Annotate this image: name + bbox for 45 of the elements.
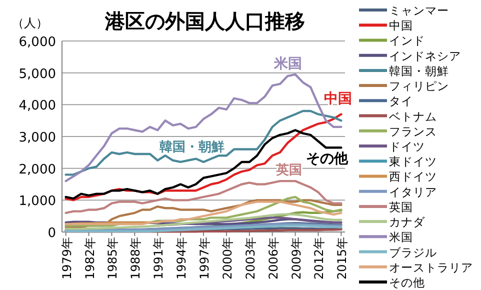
legend-label: その他 [389,276,425,290]
legend-label: オーストラリア [389,260,473,274]
annotation: その他 [306,151,349,167]
x-tick-label: 1979年 [60,237,74,280]
x-tick-label: 1991年 [152,237,166,280]
legend-label: イタリア [389,184,437,199]
x-tick-label: 1982年 [82,237,97,280]
x-tick-label: 2012年 [312,237,326,280]
legend-label: フランス [389,124,437,138]
x-tick-label: 2009年 [289,237,304,280]
legend-label: ドイツ [389,140,425,154]
y-tick-label: 4,000 [18,98,56,114]
x-tick-label: 2003年 [243,237,258,280]
x-tick-label: 1997年 [198,237,212,280]
y-tick-label: 6,000 [18,35,56,50]
legend-label: 英国 [389,200,413,214]
y-tick-label: 2,000 [18,162,56,178]
legend-label: 東ドイツ [389,154,437,169]
y-tick-label: 1,000 [18,194,56,210]
y-tick-label: 5,000 [18,66,56,82]
x-tick-label: 2006年 [266,237,280,280]
legend-label: インド [389,34,425,48]
annotation: 中国 [324,91,352,107]
legend-label: カナダ [389,215,426,230]
legend-label: ベトナム [389,109,437,124]
y-axis-title: （人） [12,16,48,30]
legend-label: タイ [389,94,413,108]
legend-label: 米国 [389,230,413,244]
annotation: 米国 [273,56,302,72]
x-tick-label: 1985年 [106,237,120,280]
legend-label: フィリピン [389,79,449,94]
legend-label: 中国 [389,18,413,33]
legend-label: ミャンマー [389,4,449,18]
y-tick-label: 0 [48,226,56,241]
x-tick-label: 1994年 [174,237,189,280]
legend-label: 韓国・朝鮮 [389,64,449,78]
legend-label: 西ドイツ [389,170,437,184]
annotation: 韓国・朝鮮 [160,140,224,155]
x-tick-label: 2015年 [335,237,350,280]
x-tick-label: 1988年 [128,237,143,280]
legend-label: インドネシア [389,48,461,63]
x-tick-label: 2000年 [220,237,234,280]
chart-title: 港区の外国人人口推移 [104,9,305,33]
legend-label: ブラジル [389,245,437,260]
y-tick-label: 3,000 [18,130,56,146]
